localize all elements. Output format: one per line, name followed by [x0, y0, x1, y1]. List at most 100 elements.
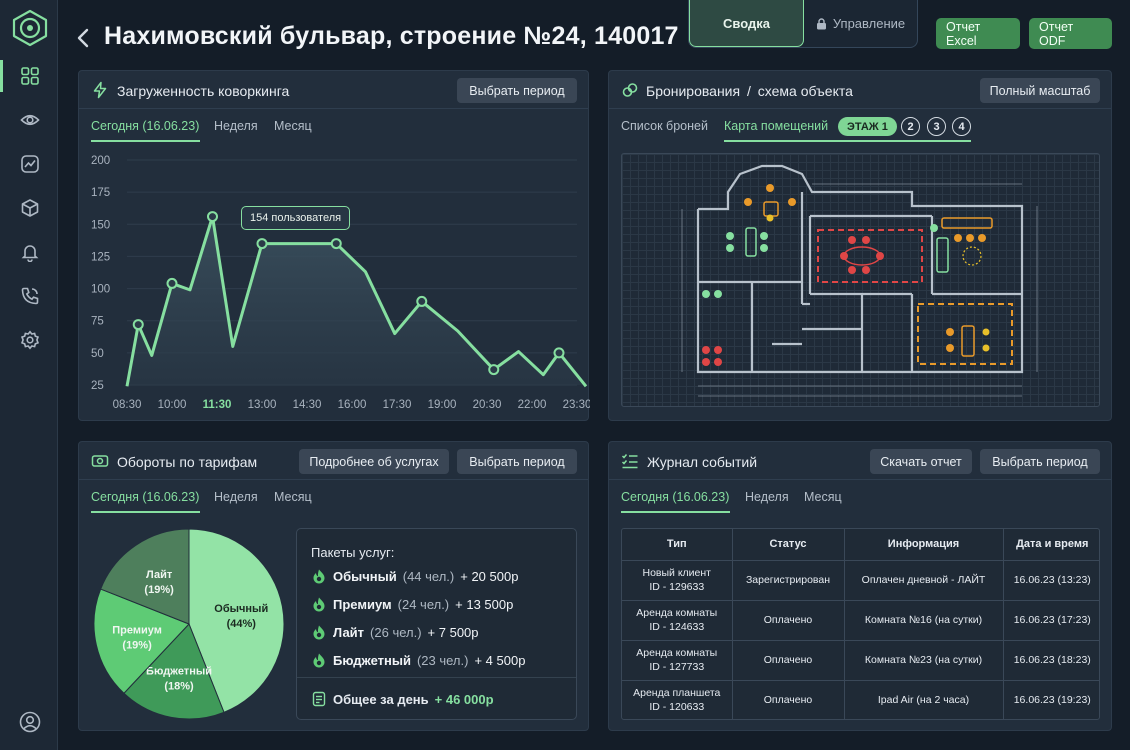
service-row: Премиум (24 чел.) + 13 500р	[311, 596, 513, 612]
bookings-title-main: Бронирования	[646, 83, 741, 99]
tab-management[interactable]: Управление	[804, 0, 917, 47]
download-report-button[interactable]: Скачать отчет	[870, 449, 972, 474]
odf-report-button[interactable]: Отчет ODF	[1029, 18, 1112, 49]
cell-type-label: Аренда планшета	[633, 687, 721, 700]
chart-point[interactable]	[416, 295, 428, 307]
floor-plan[interactable]	[621, 153, 1100, 407]
pie-slice[interactable]	[123, 623, 225, 720]
x-tick-label: 08:30	[113, 399, 142, 411]
service-row: Лайт (26 чел.) + 7 500р	[311, 624, 479, 640]
receipt-icon	[312, 691, 326, 707]
phone-icon[interactable]	[15, 281, 45, 311]
chart-point[interactable]	[330, 238, 342, 250]
grid-icon[interactable]	[15, 61, 45, 91]
floor-2-chip[interactable]: 2	[901, 117, 920, 136]
cash-icon	[91, 455, 109, 467]
pie-slice-percent: (44%)	[227, 618, 257, 630]
x-tick-label: 14:30	[293, 399, 322, 411]
floor-4-chip[interactable]: 4	[952, 117, 971, 136]
events-period-button[interactable]: Выбрать период	[980, 449, 1100, 474]
tab-week[interactable]: Неделя	[214, 490, 258, 504]
cell-status: Оплачено	[732, 640, 845, 681]
column-type[interactable]: Тип	[622, 529, 733, 561]
sidebar-active-indicator	[0, 60, 3, 92]
service-sum: + 20 500р	[460, 568, 519, 584]
pie-slice[interactable]	[188, 528, 285, 713]
chart-point[interactable]	[553, 347, 565, 359]
eye-icon[interactable]	[15, 105, 45, 135]
cell-info: Оплачен дневной - ЛАЙТ	[844, 560, 1004, 601]
service-row: Бюджетный (23 чел.) + 4 500р	[311, 652, 525, 668]
events-panel-header: Журнал событий Скачать отчет Выбрать пер…	[609, 442, 1111, 480]
x-tick-label: 19:00	[428, 399, 457, 411]
back-arrow-icon[interactable]	[74, 26, 92, 50]
total-sum: + 46 000р	[434, 691, 494, 707]
box-icon[interactable]	[15, 193, 45, 223]
tab-today[interactable]: Сегодня (16.06.23)	[621, 490, 730, 504]
column-info[interactable]: Информация	[844, 529, 1004, 561]
floor-plan-drawing	[681, 164, 1038, 397]
events-table: Тип Статус Информация Дата и время Новый…	[621, 528, 1100, 720]
cell-status: Оплачено	[732, 600, 845, 641]
cell-date: 16.06.23 (18:23)	[1003, 640, 1099, 681]
floor-1-chip[interactable]: ЭТАЖ 1	[838, 117, 897, 136]
chart-point[interactable]	[256, 238, 268, 250]
cell-info: Комната №16 (на сутки)	[844, 600, 1004, 641]
floor-3-chip[interactable]: 3	[927, 117, 946, 136]
pie-slice-name: Обычный	[214, 603, 268, 615]
excel-report-button[interactable]: Отчет Excel	[936, 18, 1020, 49]
table-row[interactable]: Новый клиент ID - 129633 Зарегистрирован Оп…	[622, 560, 1099, 601]
trend-icon[interactable]	[15, 149, 45, 179]
tab-today[interactable]: Сегодня (16.06.23)	[91, 119, 200, 133]
services-details-button[interactable]: Подробнее об услугах	[299, 449, 449, 474]
tab-summary-label: Сводка	[723, 15, 770, 31]
table-row[interactable]: Аренда планшета ID - 120633 Оплачено Ipad A…	[622, 680, 1099, 719]
cell-type-label: Аренда комнаты	[636, 647, 718, 659]
total-label: Общее за день	[333, 691, 429, 707]
table-row[interactable]: Аренда комнаты ID - 127733 Оплачено Комната…	[622, 640, 1099, 681]
column-date[interactable]: Дата и время	[1003, 529, 1099, 561]
user-icon[interactable]	[19, 711, 41, 733]
cell-info: Ipad Air (на 2 часа)	[844, 680, 1004, 719]
tariffs-period-button[interactable]: Выбрать период	[457, 449, 577, 474]
x-tick-label: 16:00	[338, 399, 367, 411]
cell-type: Аренда комнаты ID - 127733	[622, 640, 733, 681]
tab-month[interactable]: Месяц	[274, 490, 312, 504]
cell-type: Новый клиент ID - 129633	[622, 560, 733, 601]
y-tick-label: 125	[91, 251, 110, 263]
chart-point[interactable]	[488, 364, 500, 376]
lock-icon	[816, 17, 826, 29]
bookings-panel: Бронирования / схема объекта Полный масш…	[608, 70, 1112, 421]
cell-info: Комната №23 (на сутки)	[844, 640, 1004, 681]
chart-point[interactable]	[166, 277, 178, 289]
chart-point[interactable]	[132, 319, 144, 331]
tab-bookings-list[interactable]: Список броней	[621, 119, 708, 133]
y-tick-label: 150	[91, 219, 110, 231]
table-row[interactable]: Аренда комнаты ID - 124633 Оплачено Комната…	[622, 600, 1099, 641]
tab-week[interactable]: Неделя	[214, 119, 258, 133]
gear-icon[interactable]	[15, 325, 45, 355]
tab-week[interactable]: Неделя	[745, 490, 789, 504]
bookings-panel-header: Бронирования / схема объекта Полный масш…	[609, 71, 1111, 109]
bell-icon[interactable]	[15, 237, 45, 267]
cell-date: 16.06.23 (13:23)	[1003, 560, 1099, 601]
load-panel: Загруженность коворкинга Выбрать период …	[78, 70, 590, 421]
tariffs-panel: Обороты по тарифам Подробнее об услугах …	[78, 441, 589, 731]
pie-slice-name: Бюджетный	[146, 665, 212, 677]
load-period-button[interactable]: Выбрать период	[457, 78, 577, 103]
tab-room-map[interactable]: Карта помещений	[724, 119, 829, 133]
tariffs-pie-chart: Обычный (44%) Бюджетный (18%) Премиум (19%) Ла…	[93, 528, 285, 720]
column-status[interactable]: Статус	[732, 529, 845, 561]
tab-today[interactable]: Сегодня (16.06.23)	[91, 490, 200, 504]
chart-point[interactable]	[207, 211, 218, 223]
tab-summary[interactable]: Сводка	[689, 0, 804, 47]
x-tick-label: 20:30	[473, 399, 502, 411]
tab-month[interactable]: Месяц	[804, 490, 842, 504]
x-tick-label: 22:00	[518, 399, 547, 411]
load-chart: 200 175 150 125 100 75 50 25 08:30 10:00 11:30 13:0…	[91, 155, 590, 411]
tab-month[interactable]: Месяц	[274, 119, 312, 133]
x-tick-label: 11:30	[203, 399, 232, 411]
logo-icon[interactable]	[10, 8, 50, 48]
pie-slice[interactable]	[100, 528, 190, 625]
full-scale-button[interactable]: Полный масштаб	[980, 78, 1100, 103]
